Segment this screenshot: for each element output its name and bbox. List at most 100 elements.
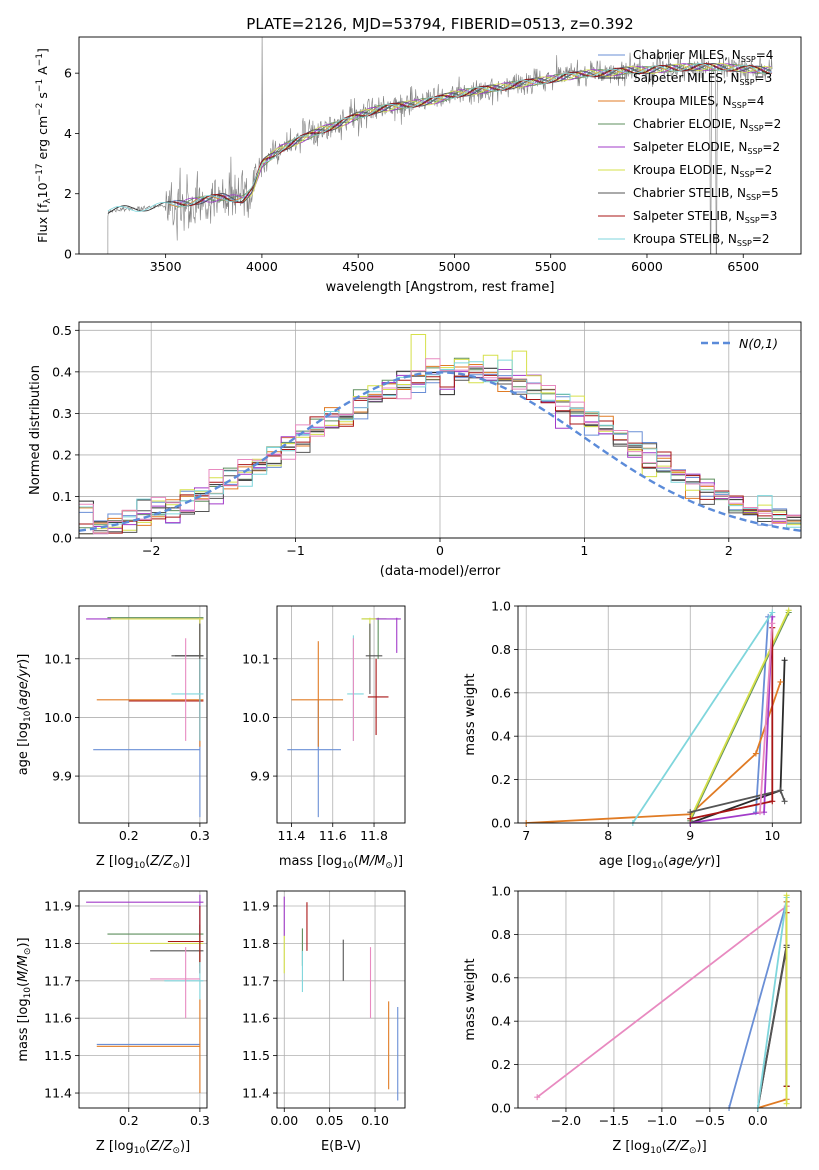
mass-weight-marker <box>752 750 759 757</box>
y-axis-label: mass weight <box>463 673 478 755</box>
x-tick-label: 0.3 <box>190 828 210 843</box>
y-tick-label: 11.4 <box>44 1086 72 1101</box>
mass-weight-marker <box>781 798 788 805</box>
x-tick-label: 8 <box>604 828 612 843</box>
age-vs-mass-axes: 11.4 11.6 11.8 9.9 10.0 10.1 mass [log10(M/M⊙)… <box>242 605 406 871</box>
mass-weight-marker <box>777 678 784 685</box>
y-axis-label: age [log10(age/yr)] <box>16 654 33 776</box>
y-tick-label: 2 <box>64 186 72 201</box>
x-tick-label: 11.4 <box>278 828 306 843</box>
y-tick-label: 11.8 <box>44 936 72 951</box>
y-tick-label: 10.1 <box>242 651 270 666</box>
y-tick-label: 9.9 <box>52 769 72 784</box>
axes-frame <box>276 890 406 1109</box>
y-tick-label: 0 <box>64 247 72 262</box>
legend-label: N(0,1) <box>739 336 778 351</box>
y-axis-label: mass [log10(M/M⊙)] <box>16 937 33 1061</box>
legend-label: Kroupa MILES, NSSP=4 <box>633 94 764 110</box>
y-tick-label: 11.7 <box>242 973 270 988</box>
x-tick-label: 0.10 <box>361 1113 389 1128</box>
mass-weight-marker <box>785 607 792 614</box>
y-tick-label: 0.6 <box>491 970 511 985</box>
legend-label: Kroupa ELODIE, NSSP=2 <box>633 163 772 179</box>
x-axis-label: E(B-V) <box>321 1139 361 1154</box>
y-tick-label: 11.8 <box>242 936 270 951</box>
axes-frame <box>78 36 802 255</box>
x-axis-label: age [log10(age/yr)] <box>599 854 721 871</box>
mass-weight-marker <box>534 1094 541 1101</box>
x-tick-label: 0.0 <box>748 1113 768 1128</box>
x-axis-label: Z [log10(Z/Z⊙)] <box>96 854 190 871</box>
mass-weight-marker <box>687 809 694 816</box>
x-axis-label: Z [log10(Z/Z⊙)] <box>96 1139 190 1156</box>
x-axis-label: wavelength [Angstrom, rest frame] <box>326 280 555 295</box>
mass-weight-vs-metallicity-axes: −2.0 −1.5 −1.0 −0.5 0.0 0.0 0.2 0.4 0.6 0.8 1.0 mas… <box>463 884 802 1156</box>
x-tick-label: 0.2 <box>119 1113 139 1128</box>
x-tick-label: 9 <box>686 828 694 843</box>
y-tick-label: 0.0 <box>491 816 511 831</box>
y-tick-label: 1.0 <box>491 884 511 899</box>
residual-histogram <box>79 358 801 535</box>
legend-label: Salpeter ELODIE, NSSP=2 <box>633 140 780 156</box>
x-tick-label: 6500 <box>727 259 759 274</box>
residuals-axes: −2 −1 0 1 2 0.0 0.1 0.2 0.3 0.4 0.5 (data-model)/er… <box>28 321 802 579</box>
x-tick-label: −0.5 <box>695 1113 725 1128</box>
mass-weight-line <box>690 627 774 820</box>
x-tick-label: 0.2 <box>119 828 139 843</box>
axes-frame <box>78 321 802 539</box>
y-tick-label: 11.4 <box>242 1086 270 1101</box>
x-tick-label: 11.6 <box>319 828 347 843</box>
model-spectrum-line <box>242 63 772 202</box>
mass-weight-line <box>759 623 774 813</box>
y-tick-label: 11.5 <box>242 1048 270 1063</box>
y-tick-label: 1.0 <box>491 599 511 614</box>
mass-weight-line <box>755 616 770 813</box>
mass-weight-marker <box>783 892 790 899</box>
mass-weight-marker <box>783 1100 790 1107</box>
mass-weight-marker <box>777 787 784 794</box>
x-tick-label: 6000 <box>631 259 663 274</box>
y-tick-label: 0.1 <box>52 489 72 504</box>
legend-label: Salpeter STELIB, NSSP=3 <box>633 209 777 225</box>
mass-weight-line <box>756 947 788 1108</box>
x-tick-label: 5500 <box>535 259 567 274</box>
y-tick-label: 11.9 <box>44 898 72 913</box>
x-tick-label: 0 <box>436 543 444 558</box>
axes-frame <box>517 605 802 824</box>
x-tick-label: −2 <box>142 543 160 558</box>
x-tick-label: −1.0 <box>647 1113 677 1128</box>
y-tick-label: 0.2 <box>491 1057 511 1072</box>
mass-weight-line <box>536 905 788 1098</box>
mass-weight-marker <box>687 815 694 822</box>
x-tick-label: 11.8 <box>360 828 388 843</box>
y-tick-label: 0.3 <box>52 406 72 421</box>
mass-weight-line <box>689 612 790 822</box>
mass-weight-line <box>756 897 788 1108</box>
model-spectrum-line <box>107 63 772 212</box>
mass-weight-vs-age-axes: 7 8 9 10 0.0 0.2 0.4 0.6 0.8 1.0 mass weight age [l… <box>463 599 802 871</box>
spectrum-axes: 3500 4000 4500 5000 5500 6000 6500 0 2 4 6 waveleng… <box>35 36 802 295</box>
mass-weight-line <box>689 660 786 823</box>
x-tick-label: 4500 <box>342 259 374 274</box>
legend-label: Chabrier MILES, NSSP=4 <box>633 48 773 64</box>
mass-weight-marker <box>781 657 788 664</box>
y-tick-label: 0.8 <box>491 927 511 942</box>
y-tick-label: 0.8 <box>491 642 511 657</box>
x-tick-label: −1.5 <box>599 1113 629 1128</box>
y-tick-label: 0.0 <box>491 1101 511 1116</box>
x-tick-label: −2.0 <box>551 1113 581 1128</box>
mass-weight-line <box>632 612 774 823</box>
axes-frame <box>78 890 208 1109</box>
x-tick-label: 0.00 <box>270 1113 298 1128</box>
y-tick-label: 0.5 <box>52 323 72 338</box>
x-tick-label: −1 <box>286 543 304 558</box>
y-tick-label: 0.4 <box>491 1014 511 1029</box>
mass-vs-metallicity-axes: 0.2 0.3 11.4 11.5 11.6 11.7 11.8 11.9 Z [log10(Z… <box>16 890 210 1156</box>
y-tick-label: 0.2 <box>491 772 511 787</box>
y-tick-label: 11.6 <box>242 1011 270 1026</box>
y-tick-label: 0.0 <box>52 531 72 546</box>
x-tick-label: 2 <box>725 543 733 558</box>
mass-weight-line <box>728 901 788 1108</box>
y-axis-label: Normed distribution <box>28 365 43 495</box>
x-tick-label: 7 <box>522 828 530 843</box>
